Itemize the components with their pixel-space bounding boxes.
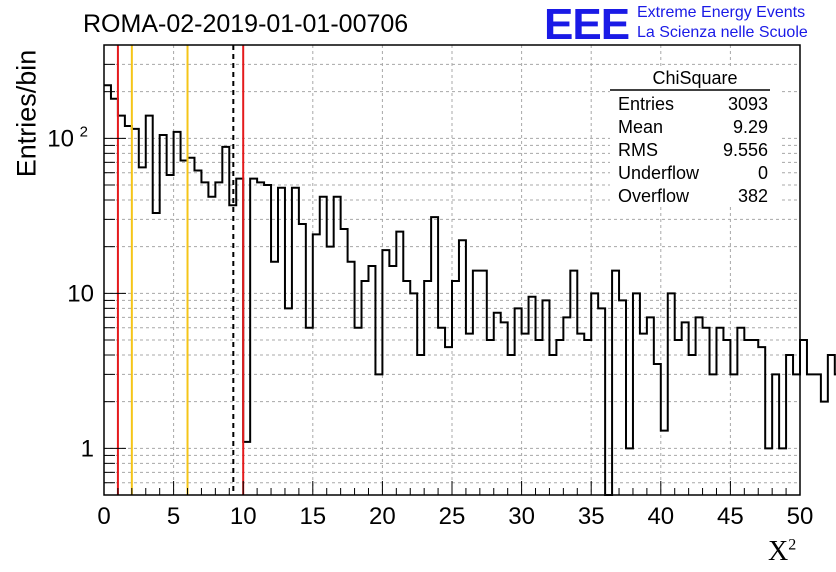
x-tick-label: 25 bbox=[439, 503, 466, 530]
stats-label: Mean bbox=[618, 117, 663, 137]
eee-logo: EEE bbox=[544, 0, 630, 49]
x-tick-label: 35 bbox=[578, 503, 605, 530]
reference-lines bbox=[116, 45, 245, 495]
stats-label: Underflow bbox=[618, 163, 700, 183]
x-axis-label-sup: 2 bbox=[788, 536, 797, 554]
x-tick-label: 20 bbox=[369, 503, 396, 530]
x-tick-label: 45 bbox=[717, 503, 744, 530]
stats-name: ChiSquare bbox=[652, 68, 737, 88]
stats-label: Entries bbox=[618, 94, 674, 114]
y-tick-label-sup: 2 bbox=[80, 123, 88, 140]
stats-label: Overflow bbox=[618, 186, 690, 206]
chart-title: ROMA-02-2019-01-01-00706 bbox=[83, 10, 409, 38]
histogram-series bbox=[104, 84, 836, 496]
histogram-line bbox=[104, 84, 836, 496]
stats-value: 9.29 bbox=[733, 117, 768, 137]
stats-value: 3093 bbox=[728, 94, 768, 114]
logo-line-2: La Scienza nelle Scuole bbox=[637, 24, 808, 41]
y-tick-label: 1 bbox=[81, 435, 94, 462]
stats-value: 382 bbox=[738, 186, 768, 206]
x-axis-label-main: X bbox=[768, 536, 789, 567]
stats-value: 0 bbox=[758, 163, 768, 183]
stats-box: ChiSquare Entries 3093 Mean 9.29 RMS 9.556 Unde… bbox=[610, 66, 780, 207]
logo-line-1: Extreme Energy Events bbox=[637, 4, 806, 21]
y-tick-label: 10 bbox=[47, 125, 74, 152]
stats-label: RMS bbox=[618, 140, 658, 160]
y-axis-label: Entries/bin bbox=[11, 49, 42, 178]
x-tick-label: 10 bbox=[230, 503, 257, 530]
x-tick-label: 5 bbox=[167, 503, 180, 530]
x-axis-label: X2 bbox=[768, 536, 796, 568]
x-tick-label: 15 bbox=[299, 503, 326, 530]
x-tick-label: 50 bbox=[787, 503, 814, 530]
x-tick-label: 30 bbox=[508, 503, 535, 530]
y-tick-label: 10 bbox=[67, 280, 94, 307]
axes: 0 5 10 15 20 25 30 35 40 45 50 1 10 10 2 bbox=[47, 44, 814, 530]
stats-value: 9.556 bbox=[723, 140, 768, 160]
x-tick-label: 0 bbox=[97, 503, 110, 530]
x-tick-label: 40 bbox=[647, 503, 674, 530]
